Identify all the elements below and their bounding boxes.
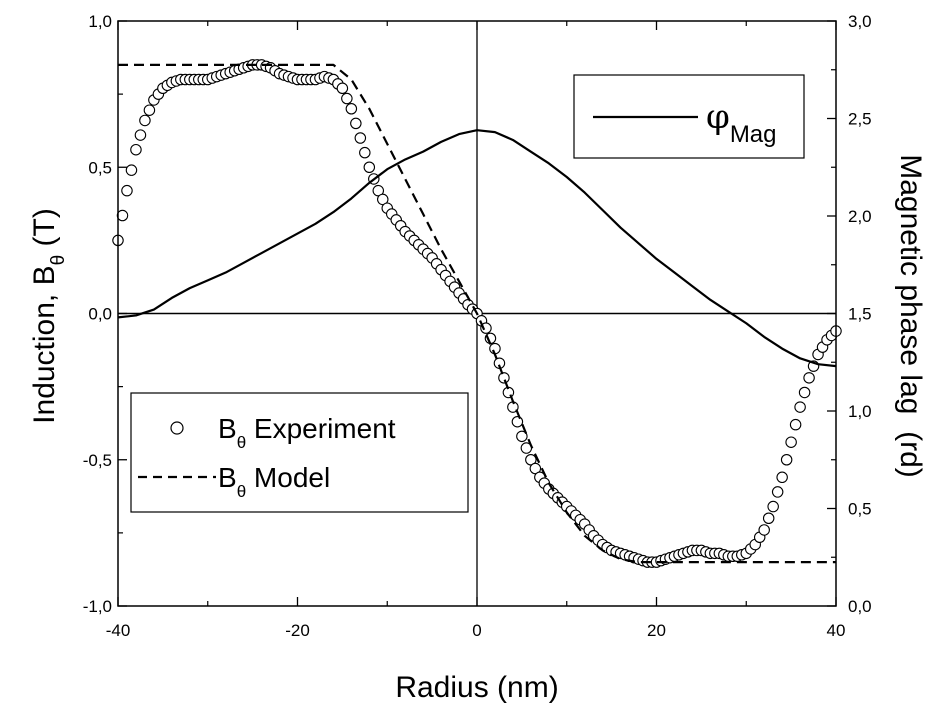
- experiment-point: [359, 146, 371, 159]
- experiment-point: [776, 471, 788, 484]
- x-tick-label: 0: [472, 621, 481, 640]
- experiment-point: [758, 524, 770, 536]
- y2-tick-label: 1,5: [848, 305, 872, 324]
- legend-right: φMag: [573, 74, 805, 159]
- y-tick-label: -0,5: [83, 451, 112, 470]
- legend-phase-label: φMag: [706, 97, 777, 148]
- x-tick-label: 20: [647, 621, 666, 640]
- experiment-point: [794, 401, 806, 413]
- x-tick-label: -20: [285, 621, 310, 640]
- experiment-point: [789, 418, 802, 431]
- tick-layer: -40 -20 0 20 40 -1,0 -0,5 0,0 0,5 1,0 0,0 0,5 1,0 1,5…: [83, 12, 872, 640]
- experiment-point: [516, 430, 528, 443]
- y2-tick-label: 0,0: [848, 597, 872, 616]
- legend-left-box: [130, 392, 469, 513]
- data-layer: [112, 59, 842, 568]
- y2-tick-label: 1,0: [848, 402, 872, 421]
- experiment-point: [803, 372, 815, 384]
- y-axis-title: Induction, Bθ (T): [28, 208, 69, 424]
- phase-series-line: [117, 129, 837, 368]
- experiment-point: [767, 500, 779, 513]
- legend-experiment-marker: [170, 421, 184, 435]
- y-tick-label: -1,0: [83, 597, 112, 616]
- experiment-point: [785, 436, 797, 448]
- experiment-point: [771, 486, 784, 498]
- model-series-line: [118, 63, 836, 564]
- experiment-point: [116, 209, 129, 222]
- y-tick-label: 0,5: [88, 158, 112, 177]
- experiment-point: [341, 92, 353, 105]
- experiment-point: [350, 117, 362, 130]
- experiment-point: [498, 372, 510, 384]
- experiment-point: [130, 143, 142, 156]
- experiment-point: [780, 453, 793, 466]
- experiment-point: [345, 103, 358, 115]
- experiment-point: [336, 82, 349, 95]
- y-tick-label: 1,0: [88, 12, 112, 31]
- y2-tick-label: 3,0: [848, 12, 872, 31]
- y2-tick-label: 2,0: [848, 207, 872, 226]
- legend-left: Bθ Experiment Bθ Model: [130, 392, 469, 513]
- x-axis-title: Radius (nm): [395, 671, 558, 704]
- experiment-point: [143, 104, 156, 116]
- experiment-point: [139, 114, 151, 127]
- x-tick-label: -40: [106, 621, 131, 640]
- experiment-point: [125, 164, 138, 176]
- plot-frame: [117, 20, 837, 607]
- experiment-point: [134, 129, 147, 141]
- experiment-point: [121, 184, 133, 197]
- experiment-point: [511, 415, 524, 428]
- experiment-point: [354, 132, 367, 144]
- y-tick-label: 0,0: [88, 305, 112, 324]
- legend-experiment-label: Bθ Experiment: [218, 413, 396, 452]
- experiment-point: [798, 386, 811, 399]
- x-tick-label: 40: [827, 621, 846, 640]
- y2-axis-title: Magnetic phase lag (rd): [894, 154, 927, 478]
- legend-model-label: Bθ Model: [218, 462, 330, 501]
- y2-tick-label: 0,5: [848, 500, 872, 519]
- experiment-point: [363, 161, 376, 174]
- y2-tick-label: 2,5: [848, 110, 872, 129]
- experiment-point: [762, 512, 775, 524]
